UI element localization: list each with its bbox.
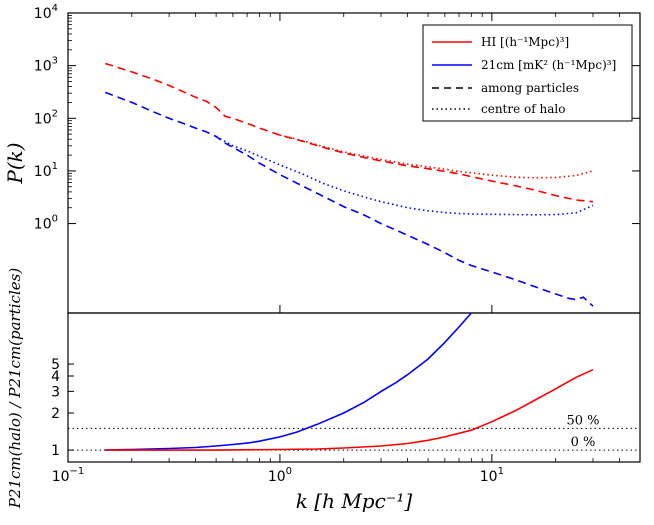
- bottom-ytick-label-4: 5: [51, 357, 60, 373]
- hline-label-1: 50 %: [566, 413, 599, 428]
- hline-label-0: 0 %: [571, 435, 596, 450]
- xtick-label-2: 101: [480, 466, 504, 485]
- top-ytick-label-3: 103: [34, 56, 58, 75]
- top-series-line-2: [105, 91, 594, 307]
- xtick-label-1: 100: [268, 466, 292, 485]
- top-ytick-label-4: 104: [34, 3, 58, 22]
- bottom-x-ticks: 10−1 100 101: [52, 13, 641, 485]
- bottom-series-line-1: [105, 368, 594, 451]
- legend-label-hi: HI [(h⁻¹Mpc)³]: [481, 35, 569, 49]
- legend-frame: [422, 24, 633, 122]
- legend-label-particles: among particles: [481, 81, 579, 95]
- top-series-line-3: [215, 135, 594, 216]
- top-ytick-label-0: 100: [34, 214, 58, 233]
- legend-label-21cm: 21cm [mK² (h⁻¹Mpc)³]: [481, 58, 616, 72]
- xtick-label-0: 10−1: [52, 466, 85, 485]
- bottom-series-group: [105, 312, 594, 451]
- bottom-ytick-label-0: 1: [51, 443, 60, 459]
- top-y-ticks: 100 101 102 103 104: [34, 3, 640, 233]
- bottom-panel: 0 % 50 % 1 2 345 10−1 100 101 P21cm(halo) / P…: [6, 13, 641, 513]
- bottom-reference-lines: 0 % 50 %: [68, 413, 640, 451]
- x-axis-label: k [h Mpc⁻¹]: [296, 489, 413, 513]
- bottom-y-axis-label: P21cm(halo) / P21cm(particles): [6, 268, 24, 509]
- top-y-axis-label: P(k): [3, 142, 27, 184]
- bottom-series-line-0: [105, 312, 472, 451]
- top-ytick-label-2: 102: [34, 108, 58, 127]
- legend-label-halo: centre of halo: [481, 102, 565, 116]
- bottom-plot-frame: [67, 312, 641, 463]
- top-series-line-1: [279, 134, 594, 179]
- bottom-ytick-label-3: 4: [51, 369, 60, 385]
- top-panel: 100 101 102 103 104 P(k) HI [(h⁻¹Mpc)³] 21cm…: [3, 3, 641, 314]
- top-ytick-label-1: 101: [34, 161, 58, 180]
- bottom-ytick-label-1: 2: [51, 406, 60, 422]
- top-series-group: [105, 62, 594, 307]
- bottom-ytick-label-2: 3: [51, 384, 60, 400]
- legend: HI [(h⁻¹Mpc)³] 21cm [mK² (h⁻¹Mpc)³] amon…: [422, 24, 633, 122]
- bottom-y-ticks: 1 2 345: [51, 357, 74, 459]
